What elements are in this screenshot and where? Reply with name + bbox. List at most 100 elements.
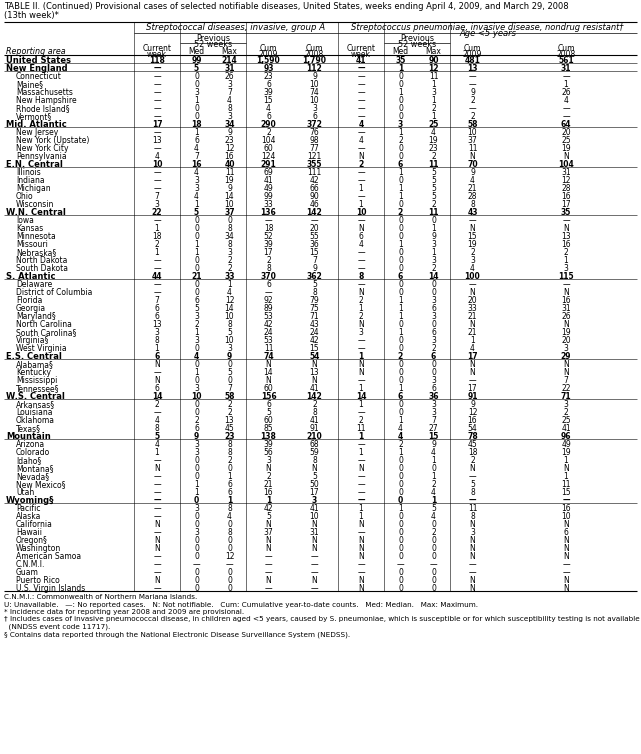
Text: 1: 1 [398,168,403,177]
Text: 5: 5 [431,176,436,185]
Text: (13th week)*: (13th week)* [4,11,59,20]
Text: 0: 0 [227,216,232,225]
Text: 60: 60 [263,416,273,425]
Text: —: — [357,480,365,489]
Text: 3: 3 [398,120,403,129]
Text: —: — [397,560,404,569]
Text: —: — [357,216,365,225]
Text: —: — [357,96,365,105]
Text: 15: 15 [468,232,478,241]
Text: —: — [357,144,365,153]
Text: 26: 26 [561,312,571,321]
Text: 8: 8 [312,408,317,417]
Text: 6: 6 [154,384,160,393]
Text: 4: 4 [266,104,271,113]
Text: Mountain: Mountain [6,432,51,441]
Text: 8: 8 [312,456,317,465]
Text: 6: 6 [431,384,436,393]
Text: N: N [563,576,569,585]
Text: 2: 2 [227,408,232,417]
Text: N: N [358,320,364,329]
Text: 93: 93 [263,64,274,73]
Text: 111: 111 [308,168,322,177]
Text: 35: 35 [561,208,571,217]
Text: N: N [312,464,317,473]
Text: 0: 0 [398,80,403,89]
Text: 41: 41 [310,504,319,513]
Text: —: — [357,80,365,89]
Text: 60: 60 [263,384,273,393]
Text: 27: 27 [429,424,438,433]
Text: —: — [153,264,161,273]
Text: 6: 6 [227,488,232,497]
Text: N: N [563,520,569,529]
Text: 6: 6 [266,80,271,89]
Text: 142: 142 [306,208,322,217]
Text: 2: 2 [266,472,271,481]
Text: 121: 121 [308,152,322,161]
Text: Wyoming§: Wyoming§ [6,496,54,505]
Text: 56: 56 [263,448,273,457]
Text: 9: 9 [470,168,475,177]
Text: 66: 66 [310,184,319,193]
Text: 1: 1 [358,184,363,193]
Text: 1: 1 [398,192,403,201]
Text: C.N.M.I.: C.N.M.I. [16,560,46,569]
Text: 2: 2 [431,528,436,537]
Text: N: N [470,320,476,329]
Text: —: — [357,256,365,265]
Text: 1: 1 [154,224,160,233]
Text: 5: 5 [431,168,436,177]
Text: 59: 59 [310,448,319,457]
Text: Oregon§: Oregon§ [16,536,48,545]
Text: 74: 74 [310,88,319,97]
Text: 0: 0 [398,488,403,497]
Text: 481: 481 [465,56,481,65]
Text: 156: 156 [261,392,276,401]
Text: N: N [358,536,364,545]
Text: 12: 12 [225,296,234,305]
Text: 11: 11 [263,344,273,353]
Text: 3: 3 [431,400,436,409]
Text: 1: 1 [398,328,403,337]
Text: 24: 24 [263,328,273,337]
Text: Cum: Cum [306,44,323,53]
Text: 0: 0 [194,280,199,289]
Text: 10: 10 [468,128,478,137]
Text: —: — [357,336,365,345]
Text: 1: 1 [398,448,403,457]
Text: 1: 1 [194,240,199,249]
Text: Current: Current [347,44,376,53]
Text: 17: 17 [467,352,478,361]
Text: 18: 18 [191,120,202,129]
Text: 4: 4 [227,512,232,521]
Text: —: — [357,176,365,185]
Text: 1: 1 [398,384,403,393]
Text: Med: Med [392,47,408,56]
Text: 54: 54 [310,352,320,361]
Text: Vermont§: Vermont§ [16,112,53,121]
Text: 118: 118 [149,56,165,65]
Text: N: N [154,520,160,529]
Text: 4: 4 [154,152,160,161]
Text: 79: 79 [310,296,319,305]
Text: —: — [153,496,161,505]
Text: 4: 4 [470,176,475,185]
Text: —: — [153,560,161,569]
Text: 78: 78 [467,432,478,441]
Text: N: N [265,536,271,545]
Text: —: — [357,560,365,569]
Text: 0: 0 [398,544,403,553]
Text: 0: 0 [194,288,199,297]
Text: 3: 3 [227,248,232,257]
Text: —: — [153,288,161,297]
Text: 15: 15 [428,432,438,441]
Text: 46: 46 [310,200,319,209]
Text: N: N [265,376,271,385]
Text: 1: 1 [227,280,232,289]
Text: 5: 5 [194,208,199,217]
Text: 0: 0 [194,360,199,369]
Text: 23: 23 [224,432,235,441]
Text: N: N [358,552,364,561]
Text: 1: 1 [194,328,199,337]
